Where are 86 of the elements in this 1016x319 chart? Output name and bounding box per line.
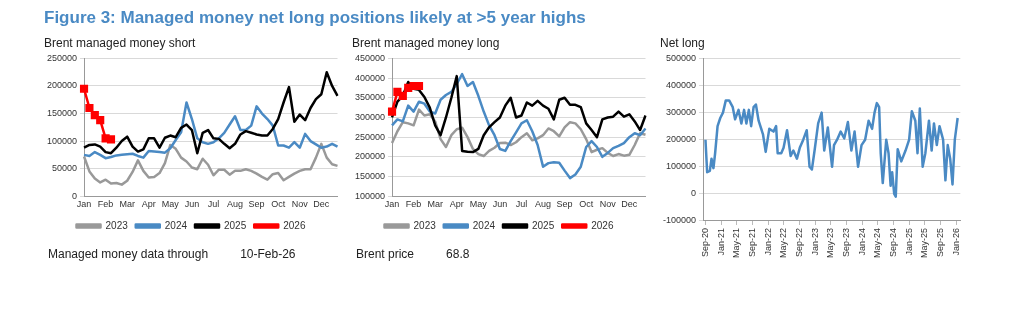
y-tick-label: 100000 xyxy=(46,135,78,146)
y-tick-label: 200000 xyxy=(354,151,386,162)
legend-label: 2026 xyxy=(591,219,614,231)
chart-title: Brent managed money long xyxy=(352,35,500,50)
x-tick-label: Mar xyxy=(427,199,443,210)
point xyxy=(106,135,116,144)
point xyxy=(85,103,94,113)
y-tick-label: 250000 xyxy=(46,52,78,63)
x-tick-label: Sep-23 xyxy=(840,227,851,258)
point xyxy=(393,87,402,96)
x-tick-label: Oct xyxy=(579,199,594,210)
x-tick-label: Sep-20 xyxy=(699,227,710,258)
point xyxy=(96,116,105,125)
x-tick-label: Jan-22 xyxy=(762,227,773,256)
y-tick-label: -100000 xyxy=(663,215,697,226)
point xyxy=(387,107,397,116)
x-tick-label: May-24 xyxy=(872,227,883,259)
point xyxy=(398,91,407,100)
text: 10-Feb-26 xyxy=(240,247,296,261)
x-tick-label: Nov xyxy=(599,199,617,210)
y-tick-label: 350000 xyxy=(354,92,386,103)
y-tick-label: 150000 xyxy=(46,108,78,118)
text: 68.8 xyxy=(446,247,470,261)
x-tick-label: Feb xyxy=(97,199,114,210)
chart-title: Figure 3: Managed money net long positions likely at >5 year highs xyxy=(43,8,587,29)
legend-label: 2024 xyxy=(164,219,188,231)
text: Managed money data through xyxy=(48,247,209,261)
x-tick-label: Feb xyxy=(405,199,422,210)
x-tick-label: Sep xyxy=(556,199,573,210)
x-tick-label: Jun xyxy=(184,199,200,210)
legend-label: 2023 xyxy=(413,219,437,231)
x-tick-label: Jan-23 xyxy=(809,227,820,256)
x-tick-label: Jan xyxy=(76,199,92,210)
point xyxy=(90,111,99,120)
x-tick-label: May-23 xyxy=(825,227,836,259)
legend-label: 2024 xyxy=(472,219,496,231)
x-tick-label: May-21 xyxy=(731,227,742,259)
legend-label: 2025 xyxy=(532,219,555,231)
x-tick-label: Sep-22 xyxy=(793,227,804,258)
y-tick-label: 450000 xyxy=(354,52,386,63)
x-tick-label: Sep-24 xyxy=(887,227,898,258)
x-tick-label: Aug xyxy=(535,199,552,210)
x-tick-label: Apr xyxy=(449,199,464,210)
y-tick-label: 200000 xyxy=(665,134,697,145)
x-tick-label: May xyxy=(161,199,180,210)
x-tick-label: Sep-21 xyxy=(746,227,757,258)
x-tick-label: Jul xyxy=(515,199,528,210)
point xyxy=(79,84,89,93)
y-tick-label: 400000 xyxy=(665,79,697,90)
legend-label: 2026 xyxy=(283,219,306,231)
y-tick-label: 100000 xyxy=(665,161,697,172)
x-tick-label: Jan-25 xyxy=(903,227,914,256)
y-tick-label: 250000 xyxy=(354,131,386,142)
y-tick-label: 50000 xyxy=(52,163,78,174)
x-tick-label: Nov xyxy=(291,199,309,210)
y-tick-label: 0 xyxy=(72,190,78,201)
legend-label: 2025 xyxy=(224,219,247,231)
x-tick-label: Aug xyxy=(227,199,244,210)
x-tick-label: Apr xyxy=(141,199,156,210)
x-tick-label: Dec xyxy=(621,199,638,210)
x-tick-label: Jan xyxy=(384,199,400,210)
chart-title: Net long xyxy=(660,35,705,50)
y-tick-label: 300000 xyxy=(665,107,697,118)
x-tick-label: Sep-25 xyxy=(934,227,945,258)
x-tick-label: Jun xyxy=(492,199,508,210)
chart-subtitle: Brent managed money short xyxy=(44,35,197,50)
x-tick-label: Mar xyxy=(119,199,135,210)
x-tick-label: Jan-21 xyxy=(715,227,726,256)
y-tick-label: 100000 xyxy=(354,190,386,201)
y-tick-label: 150000 xyxy=(354,171,386,181)
x-tick-label: Jul xyxy=(207,199,220,210)
legend-label: 2023 xyxy=(105,219,129,231)
x-tick-label: May-22 xyxy=(778,227,789,259)
y-tick-label: 0 xyxy=(691,188,697,199)
text: Brent price xyxy=(356,247,415,261)
y-tick-label: 300000 xyxy=(354,111,386,122)
x-tick-label: Sep xyxy=(248,199,265,210)
x-tick-label: Jan-26 xyxy=(950,227,961,256)
x-tick-label: Dec xyxy=(313,199,330,210)
y-tick-label: 200000 xyxy=(46,80,78,91)
x-tick-label: May xyxy=(469,199,488,210)
y-tick-label: 400000 xyxy=(354,72,386,83)
x-tick-label: Jan-24 xyxy=(856,227,867,256)
x-tick-label: May-25 xyxy=(919,227,930,259)
y-tick-label: 500000 xyxy=(665,52,697,63)
x-tick-label: Oct xyxy=(271,199,286,210)
